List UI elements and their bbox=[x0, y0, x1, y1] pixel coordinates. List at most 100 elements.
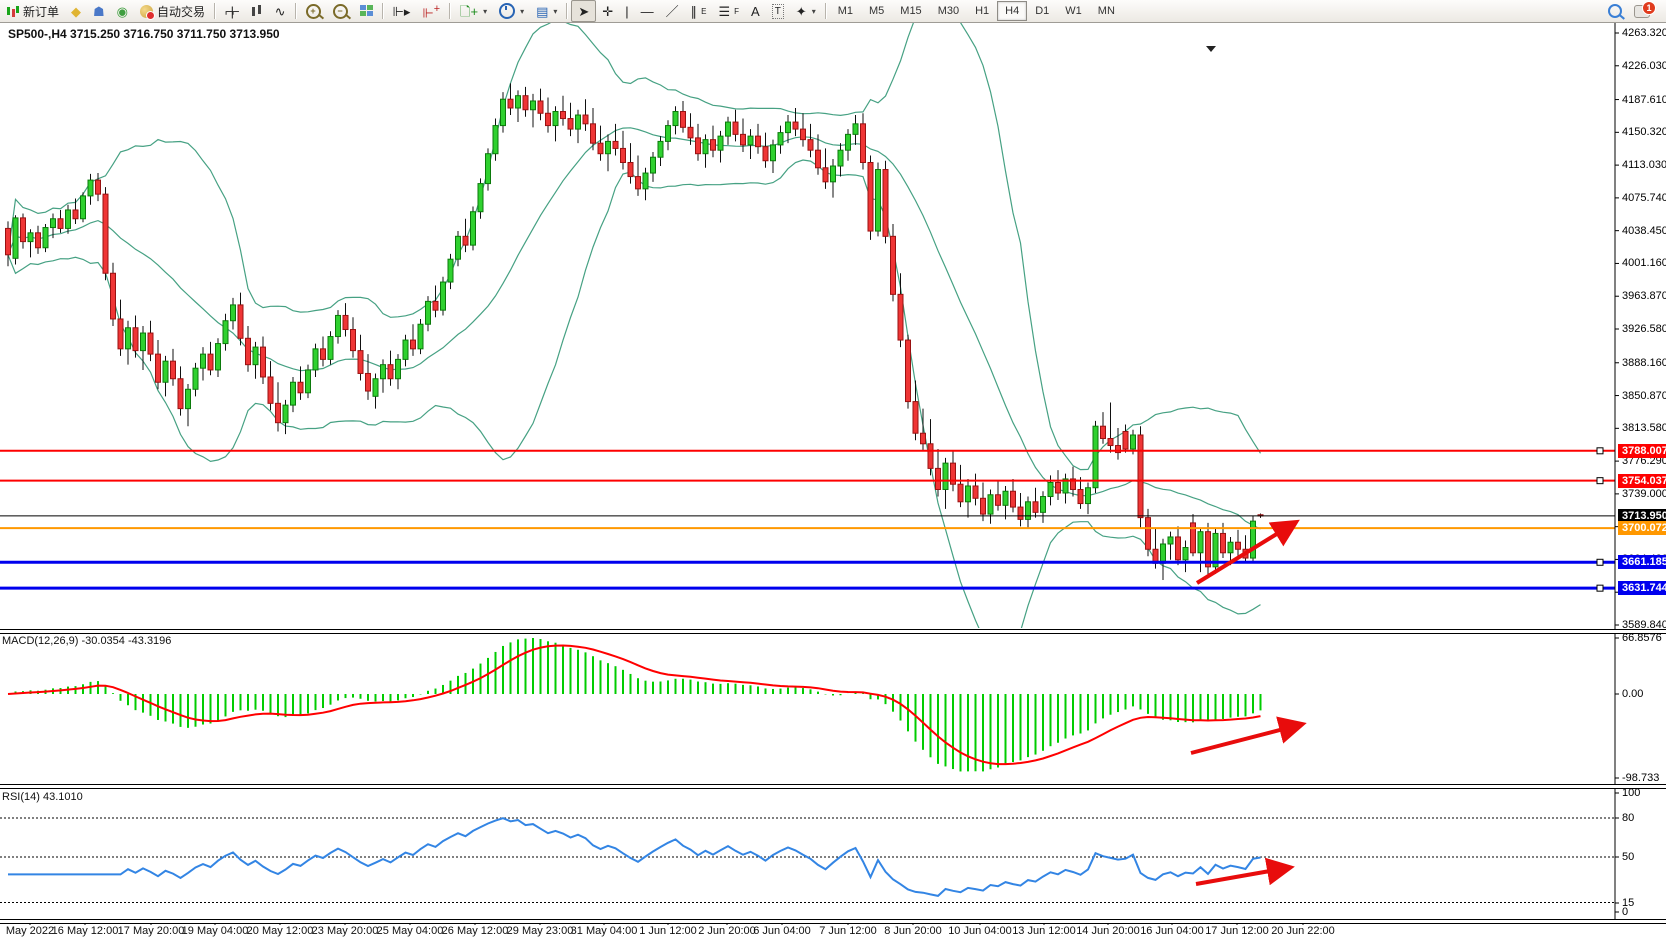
hline-handle-resistance-2[interactable] bbox=[1596, 477, 1604, 485]
zoom-in-button[interactable]: + bbox=[300, 1, 327, 21]
pane-separator[interactable] bbox=[0, 784, 1666, 789]
price-tick: 4226.030 bbox=[1622, 59, 1666, 72]
vline-tool-button[interactable]: | bbox=[619, 1, 634, 21]
price-tick: 3739.000 bbox=[1622, 487, 1666, 500]
time-axis-label: 29 May 23:00 bbox=[506, 925, 574, 937]
fibonacci-tool-button[interactable]: ☰ F bbox=[718, 3, 740, 19]
new-chart-icon: 🗋+ bbox=[460, 3, 479, 19]
time-axis-label: 7 Jun 12:00 bbox=[819, 925, 877, 937]
timeframe-m1[interactable]: M1 bbox=[837, 5, 853, 17]
rsi-axis-tick: 50 bbox=[1622, 851, 1635, 863]
hline-handle-resistance-1[interactable] bbox=[1596, 447, 1604, 455]
line-chart-button[interactable]: ∿ bbox=[269, 1, 292, 21]
tile-windows-button[interactable] bbox=[354, 1, 379, 21]
time-axis-label: 14 Jun 20:00 bbox=[1076, 925, 1140, 937]
template-button[interactable]: ▤ ▾ bbox=[536, 3, 558, 19]
timeframe-mn[interactable]: MN bbox=[1097, 5, 1115, 17]
trend-arrow-main[interactable] bbox=[1195, 519, 1300, 585]
history-icon: ◆ bbox=[71, 3, 82, 19]
trend-arrow-macd[interactable] bbox=[1190, 716, 1307, 755]
hline-tool-button[interactable]: — bbox=[635, 1, 660, 21]
auto-trading-label: 自动交易 bbox=[157, 4, 206, 19]
profile-button[interactable]: ☗ bbox=[87, 1, 111, 21]
chart-shift-icon: ⊩+ bbox=[422, 2, 441, 21]
price-label-support-2[interactable]: 3631.744 bbox=[1618, 581, 1666, 596]
signals-icon: ◉ bbox=[116, 3, 129, 19]
timeframe-bar: M1 M5 M15 M30 H1 H4 D1 W1 MN bbox=[830, 1, 1123, 21]
hline-icon: — bbox=[640, 3, 654, 19]
rsi-axis-tick: 100 bbox=[1622, 787, 1641, 799]
price-label-resistance-2[interactable]: 3754.037 bbox=[1618, 473, 1666, 488]
timeframe-m15[interactable]: M15 bbox=[900, 5, 922, 17]
price-tick: 4001.160 bbox=[1622, 257, 1666, 270]
trend-arrow-rsi[interactable] bbox=[1195, 857, 1295, 886]
trendline-tool-button[interactable]: ／ bbox=[660, 1, 685, 21]
new-order-label: 新订单 bbox=[23, 4, 60, 19]
history-center-button[interactable]: ◆ bbox=[65, 1, 87, 21]
time-axis-label: 17 Jun 12:00 bbox=[1205, 925, 1269, 937]
main-toolbar: 新订单 ◆ ☗ ◉ 自动交易 ⌐|⌐ ∿ + − ⊩▸ ⊩+ 🗋+ ▾ ▾ ▤ ▾ … bbox=[0, 0, 1666, 23]
timeframe-h4[interactable]: H4 bbox=[997, 1, 1028, 21]
price-tick: 3776.290 bbox=[1622, 455, 1666, 468]
search-button[interactable] bbox=[1602, 1, 1628, 21]
pane-separator[interactable] bbox=[0, 629, 1666, 634]
notifications-button[interactable]: 1 bbox=[1628, 0, 1656, 21]
new-order-button[interactable]: 新订单 bbox=[0, 1, 65, 21]
price-tick: 4113.030 bbox=[1622, 159, 1666, 172]
chart-shift-button[interactable]: ⊩+ bbox=[416, 1, 446, 21]
candlestick-icon bbox=[250, 4, 263, 18]
crosshair-icon: ✛ bbox=[602, 3, 614, 19]
time-axis-label: 25 May 04:00 bbox=[376, 925, 444, 937]
timeframe-m30[interactable]: M30 bbox=[937, 5, 960, 17]
timeframe-d1[interactable]: D1 bbox=[1035, 5, 1050, 17]
cursor-tool-button[interactable]: ➤ bbox=[571, 0, 597, 22]
price-tick: 4263.320 bbox=[1622, 27, 1666, 39]
hline-handle-support-1[interactable] bbox=[1596, 558, 1604, 566]
period-button[interactable]: ▾ bbox=[493, 1, 530, 21]
crosshair-tool-button[interactable]: ✛ bbox=[596, 1, 619, 21]
new-chart-button[interactable]: 🗋+ ▾ bbox=[460, 3, 488, 19]
auto-trading-button[interactable]: 自动交易 bbox=[134, 1, 211, 21]
auto-scroll-button[interactable]: ⊩▸ bbox=[387, 1, 417, 21]
price-label-support-1[interactable]: 3661.185 bbox=[1618, 555, 1666, 570]
text-tool-button[interactable]: A bbox=[745, 1, 766, 21]
timeframe-m5[interactable]: M5 bbox=[869, 5, 885, 17]
tile-windows-icon bbox=[359, 5, 373, 17]
timeframe-h1[interactable]: H1 bbox=[975, 5, 990, 17]
arrows-tool-button[interactable]: ✦ ▾ bbox=[795, 3, 816, 19]
price-label-alert-level[interactable]: 3700.072 bbox=[1618, 521, 1666, 536]
price-tick: 3589.840 bbox=[1622, 619, 1666, 631]
text-label-icon: T bbox=[771, 3, 784, 19]
zoom-out-button[interactable]: − bbox=[327, 1, 354, 21]
time-axis-label: 6 Jun 04:00 bbox=[753, 925, 811, 937]
hline-handle-support-2[interactable] bbox=[1596, 584, 1604, 592]
price-label-resistance-1[interactable]: 3788.007 bbox=[1618, 443, 1666, 458]
time-axis-label: 13 Jun 12:00 bbox=[1012, 925, 1076, 937]
timeframe-w1[interactable]: W1 bbox=[1065, 5, 1082, 17]
bar-chart-button[interactable]: ⌐|⌐ bbox=[219, 1, 244, 21]
candlestick-chart-button[interactable] bbox=[244, 1, 269, 21]
price-tick: 3888.160 bbox=[1622, 356, 1666, 369]
zoom-in-icon: + bbox=[305, 3, 321, 19]
text-icon: A bbox=[751, 3, 760, 19]
price-tick: 3850.870 bbox=[1622, 389, 1666, 402]
time-axis-label: 26 May 12:00 bbox=[441, 925, 509, 937]
time-axis-label: 23 May 20:00 bbox=[311, 925, 379, 937]
time-axis-label: May 2022 bbox=[5, 925, 55, 937]
price-tick: 4150.320 bbox=[1622, 126, 1666, 139]
text-label-tool-button[interactable]: T bbox=[766, 1, 790, 21]
template-icon: ▤ bbox=[536, 3, 549, 19]
time-axis-label: 19 May 04:00 bbox=[181, 925, 249, 937]
pane-separator[interactable] bbox=[0, 919, 1666, 924]
time-axis-label: 10 Jun 04:00 bbox=[948, 925, 1012, 937]
price-tick: 3926.580 bbox=[1622, 323, 1666, 335]
price-label-current-price[interactable]: 3713.950 bbox=[1618, 508, 1666, 523]
rsi-pane-label: RSI(14) 43.1010 bbox=[2, 791, 83, 803]
rsi-axis-tick: 15 bbox=[1622, 897, 1635, 909]
fibonacci-icon: ☰ bbox=[718, 3, 731, 19]
macd-pane-label: MACD(12,26,9) -30.0354 -43.3196 bbox=[2, 635, 172, 647]
rsi-axis-tick: 0 bbox=[1622, 906, 1629, 918]
signals-button[interactable]: ◉ bbox=[111, 1, 134, 21]
channel-tool-button[interactable]: ∥ E bbox=[690, 3, 707, 19]
